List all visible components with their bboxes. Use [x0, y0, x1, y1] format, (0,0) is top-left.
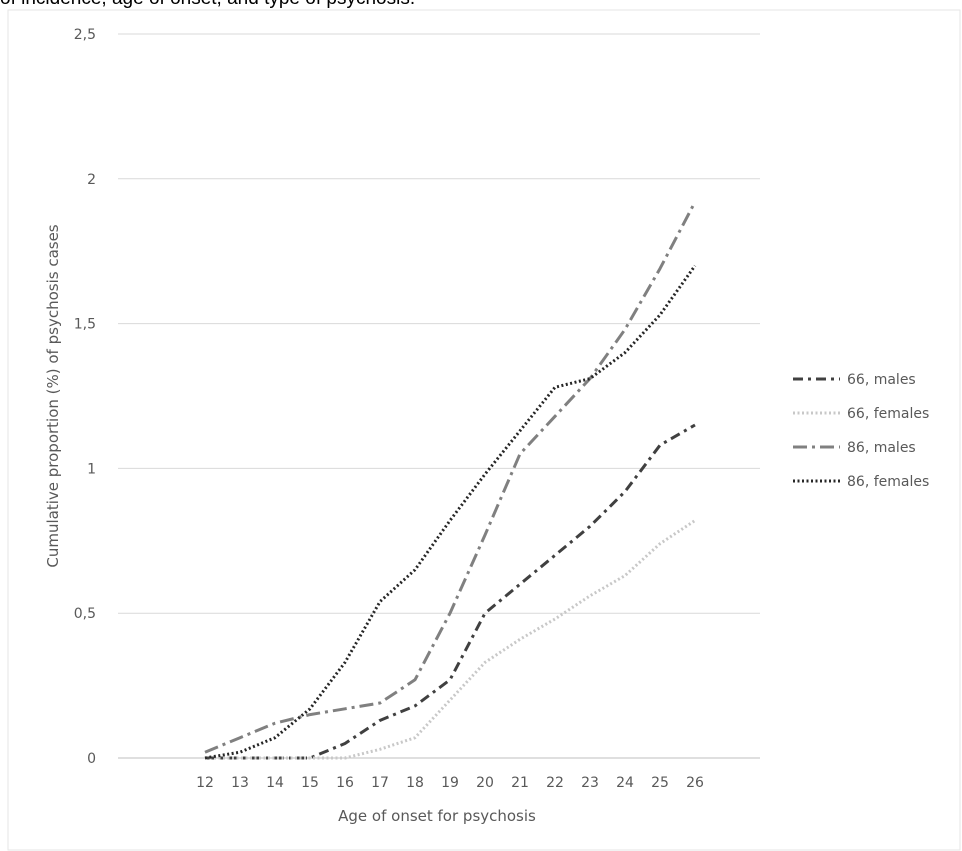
- y-axis-tick-labels: 0 0,5 1 1,5 2 2,5: [74, 27, 96, 767]
- series-line-4: [204, 264, 697, 760]
- x-tick-label: 16: [336, 775, 354, 791]
- y-tick-label: 2: [87, 172, 96, 188]
- x-tick-label: 23: [581, 775, 599, 791]
- y-tick-label: 2,5: [74, 27, 96, 43]
- x-tick-label: 20: [476, 775, 494, 791]
- series-lines: [204, 201, 697, 760]
- x-axis-tick-labels: 12 13 14 15 16 17 18 19 20 21 22 23 24 25 26: [196, 775, 704, 791]
- legend-label: 86, females: [847, 474, 929, 490]
- x-tick-label: 19: [441, 775, 459, 791]
- x-tick-label: 22: [546, 775, 564, 791]
- legend: 66, males 66, females 86, males 86, females: [793, 372, 929, 490]
- legend-item: 86, males: [793, 440, 916, 456]
- y-tick-label: 1,5: [74, 317, 96, 333]
- x-tick-label: 24: [616, 775, 634, 791]
- x-tick-label: 12: [196, 775, 214, 791]
- y-tick-label: 1: [87, 461, 96, 477]
- series-line-2: [205, 519, 696, 760]
- chart-area-border: [7, 9, 961, 851]
- gridlines: [118, 33, 760, 759]
- legend-item: 66, males: [793, 372, 916, 388]
- x-tick-label: 15: [301, 775, 319, 791]
- x-tick-label: 21: [511, 775, 529, 791]
- x-tick-label: 17: [371, 775, 389, 791]
- y-tick-label: 0: [87, 751, 96, 767]
- series-line-1: [205, 423, 696, 760]
- series-line-3: [204, 201, 697, 754]
- x-tick-label: 26: [686, 775, 704, 791]
- x-tick-label: 25: [651, 775, 669, 791]
- y-tick-label: 0,5: [74, 606, 96, 622]
- legend-label: 66, females: [847, 406, 929, 422]
- legend-item: 86, females: [793, 474, 929, 490]
- legend-item: 66, females: [793, 406, 929, 422]
- x-axis-title: Age of onset for psychosis: [338, 807, 536, 825]
- legend-label: 86, males: [847, 440, 916, 456]
- y-axis-title: Cumulative proportion (%) of psychosis c…: [44, 224, 62, 567]
- legend-label: 66, males: [847, 372, 916, 388]
- x-tick-label: 13: [231, 775, 249, 791]
- figure-caption: of incidence, age of onset, and type of …: [0, 0, 415, 10]
- x-tick-label: 14: [266, 775, 284, 791]
- x-tick-label: 18: [406, 775, 424, 791]
